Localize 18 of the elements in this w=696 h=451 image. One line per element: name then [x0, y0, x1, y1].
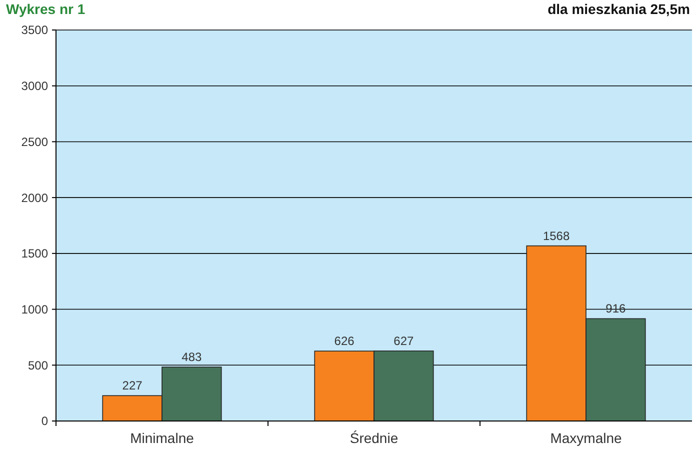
x-tick-label: Minimalne — [130, 430, 194, 446]
data-label: 483 — [182, 350, 202, 364]
y-tick-label: 2000 — [21, 190, 48, 205]
data-label: 1568 — [542, 228, 570, 243]
data-label: 627 — [394, 334, 414, 348]
data-label: 626 — [334, 334, 355, 348]
y-tick-label: 1000 — [21, 302, 48, 316]
y-tick-label: 1500 — [21, 246, 48, 261]
chart-subtitle: dla mieszkania 25,5m — [548, 1, 690, 17]
y-tick-label: 0 — [41, 414, 48, 428]
data-label: 227 — [122, 378, 143, 393]
chart-title: Wykres nr 1 — [6, 1, 86, 17]
y-tick-label: 2500 — [21, 134, 48, 149]
x-tick-label: Maxymalne — [550, 430, 622, 446]
y-tick-label: 3000 — [21, 79, 48, 94]
y-tick-label: 500 — [28, 358, 48, 372]
x-tick-label: Średnie — [350, 430, 398, 446]
y-tick-label: 3500 — [21, 23, 48, 38]
